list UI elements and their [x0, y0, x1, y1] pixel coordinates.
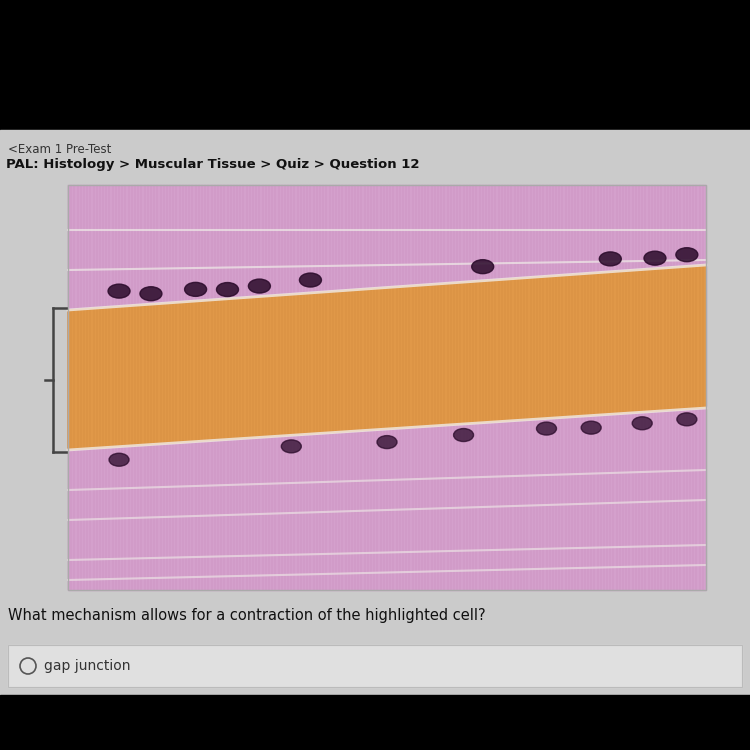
Bar — [68, 185, 706, 590]
Ellipse shape — [632, 417, 652, 430]
Ellipse shape — [676, 248, 698, 262]
Ellipse shape — [281, 440, 302, 453]
Text: gap junction: gap junction — [44, 659, 130, 673]
Ellipse shape — [217, 283, 238, 296]
Ellipse shape — [140, 286, 162, 301]
Polygon shape — [68, 265, 706, 450]
Text: <Exam 1 Pre-Test: <Exam 1 Pre-Test — [8, 143, 111, 156]
Ellipse shape — [299, 273, 322, 287]
Ellipse shape — [472, 260, 494, 274]
Bar — [8, 645, 742, 687]
Ellipse shape — [109, 453, 129, 466]
Text: PAL: Histology > Muscular Tissue > Quiz > Question 12: PAL: Histology > Muscular Tissue > Quiz … — [6, 158, 419, 171]
Ellipse shape — [108, 284, 130, 298]
Ellipse shape — [644, 251, 666, 266]
Bar — [68, 185, 706, 590]
Text: What mechanism allows for a contraction of the highlighted cell?: What mechanism allows for a contraction … — [8, 608, 486, 623]
Bar — [0, 695, 750, 750]
Ellipse shape — [536, 422, 556, 435]
Ellipse shape — [676, 413, 697, 426]
Bar — [0, 130, 750, 750]
Ellipse shape — [599, 252, 621, 266]
Ellipse shape — [248, 279, 271, 293]
Bar — [8, 645, 742, 687]
Bar — [0, 0, 750, 130]
Ellipse shape — [377, 436, 397, 448]
Ellipse shape — [581, 422, 602, 434]
Ellipse shape — [454, 428, 473, 442]
Ellipse shape — [184, 282, 206, 296]
